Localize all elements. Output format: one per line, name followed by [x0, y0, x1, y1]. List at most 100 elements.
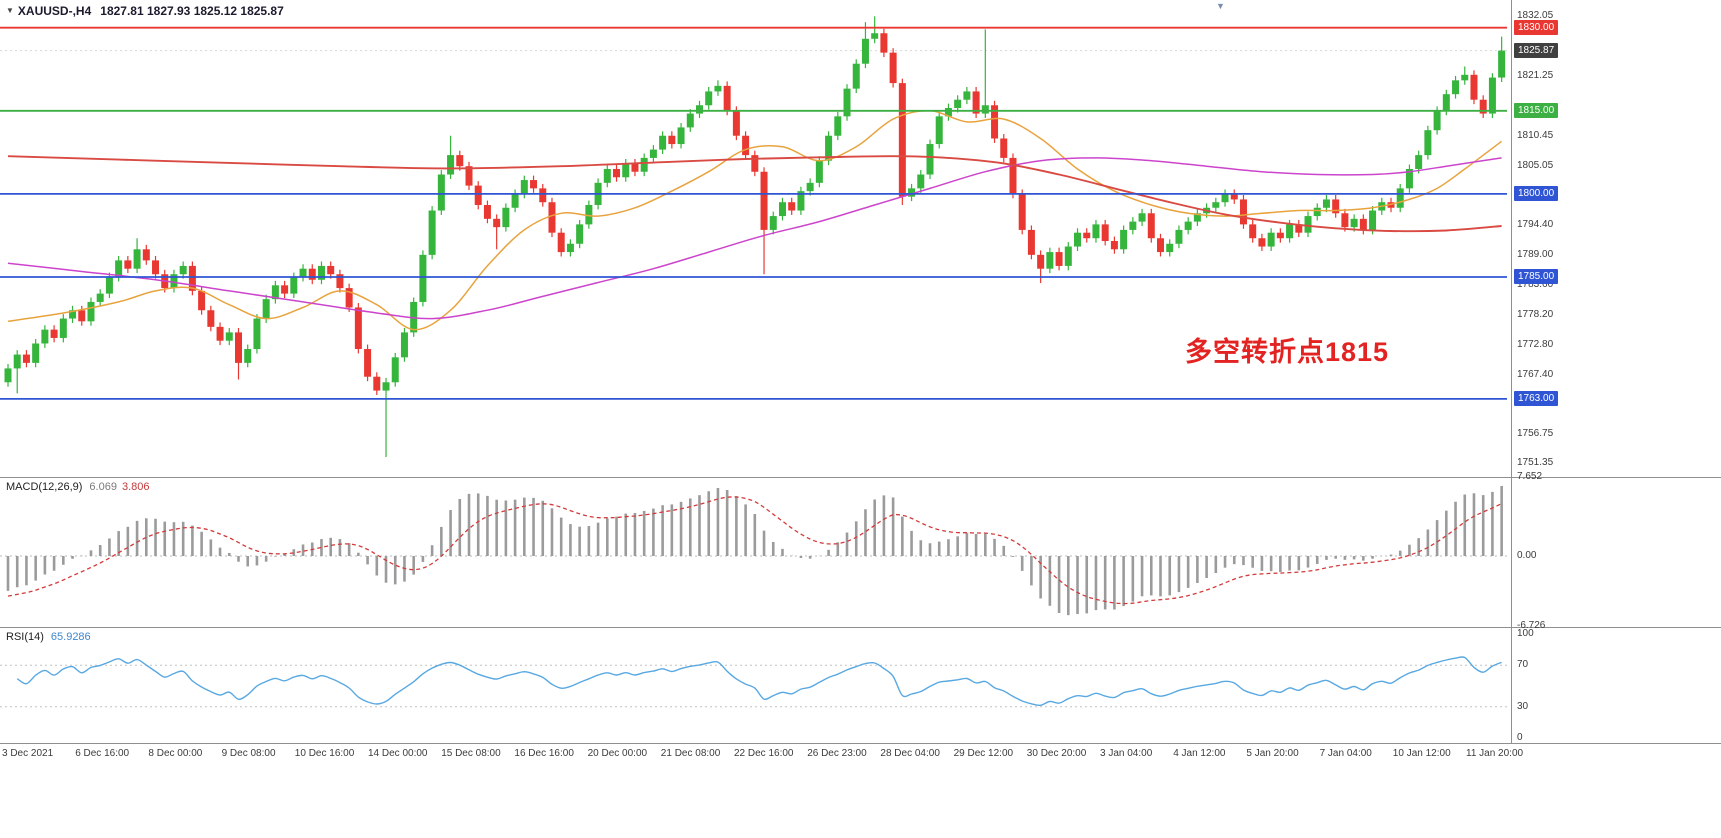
candle-body — [244, 349, 252, 363]
candle-body — [1018, 193, 1026, 230]
candle-body — [723, 85, 731, 111]
candle-body — [188, 265, 196, 291]
candle-body — [640, 157, 648, 172]
candle-body — [788, 202, 796, 211]
macd-axis-label: 0.00 — [1517, 550, 1537, 561]
time-tick-label: 8 Dec 00:00 — [148, 748, 203, 759]
candle-body — [557, 232, 565, 253]
candle-body — [1442, 94, 1450, 111]
candle-body — [1212, 202, 1220, 208]
candle-body — [631, 163, 639, 172]
candle-body — [732, 110, 740, 136]
candle-body — [382, 382, 390, 391]
candle-body — [419, 254, 427, 302]
candle-body — [1332, 199, 1340, 214]
price-tick: 1778.20 — [1517, 308, 1554, 320]
candle-body — [235, 332, 242, 363]
time-tick-label: 6 Dec 16:00 — [75, 748, 130, 759]
candle-body — [1101, 224, 1109, 241]
candle-body — [483, 204, 491, 219]
candle-body — [1129, 221, 1137, 230]
chart-title: ▼ XAUUSD-,H4 1827.81 1827.93 1825.12 1825.… — [6, 4, 284, 18]
price-badge: 1763.00 — [1514, 390, 1559, 406]
candle-body — [880, 33, 888, 53]
candle-body — [1286, 224, 1294, 239]
symbol-timeframe-label: XAUUSD-,H4 — [17, 4, 92, 18]
candle-body — [1009, 157, 1017, 194]
candle-body — [4, 368, 12, 383]
candle-body — [437, 174, 445, 211]
macd-main-value: 6.069 — [89, 481, 117, 493]
candle-body — [622, 163, 630, 178]
ma-fast-line — [7, 110, 1503, 331]
candle-body — [944, 108, 952, 117]
candle-body — [87, 301, 95, 322]
candle-body — [50, 329, 58, 338]
time-tick-label: 26 Dec 23:00 — [807, 748, 867, 759]
candle-body — [511, 193, 519, 208]
candle-body — [696, 105, 703, 114]
candle-body — [69, 310, 77, 319]
time-tick-label: 16 Dec 16:00 — [514, 748, 574, 759]
candle-body — [852, 63, 860, 89]
annotation-text[interactable]: 多空转折点1815 — [1185, 337, 1390, 367]
candle-body — [815, 160, 823, 183]
macd-histogram — [6, 486, 1503, 616]
macd-signal-value: 3.806 — [121, 481, 150, 493]
candle-body — [32, 343, 40, 363]
price-tick: 1783.60 — [1517, 278, 1554, 290]
price-tick: 1767.40 — [1517, 368, 1554, 380]
candle-body — [327, 265, 335, 275]
price-tick: 1789.00 — [1517, 248, 1554, 260]
candle-body — [1498, 50, 1506, 78]
candle-body — [428, 210, 436, 255]
candle-body — [566, 243, 574, 253]
ma-mid-line — [7, 157, 1502, 320]
candle-body — [465, 166, 473, 186]
candle-body — [1230, 193, 1238, 200]
candle-body — [253, 318, 261, 350]
candle-body — [179, 265, 187, 275]
candle-body — [834, 116, 842, 136]
candle-body — [1369, 210, 1377, 230]
price-badge: 1830.00 — [1514, 19, 1559, 35]
price-badge: 1815.00 — [1514, 102, 1559, 118]
candle-body — [1083, 232, 1091, 239]
candle-body — [115, 260, 123, 278]
candle-body — [778, 202, 786, 217]
price-tick: 1805.05 — [1517, 159, 1554, 171]
candle-body — [677, 127, 685, 145]
price-axis[interactable]: 1832.05 1821.25 1810.45 1805.05 1794.40 1789.… — [1512, 0, 1721, 764]
candle-body — [1000, 138, 1008, 158]
candle-body — [281, 285, 289, 294]
macd-axis-label: -6.726 — [1517, 619, 1546, 631]
candle-body — [290, 277, 298, 294]
candle-body — [391, 357, 399, 383]
candles — [4, 16, 1506, 458]
candle-body — [142, 249, 150, 261]
candle-body — [1470, 74, 1478, 100]
candle-body — [1147, 213, 1155, 239]
symbol-dropdown-icon[interactable]: ▼ — [6, 6, 14, 15]
time-axis[interactable]: 3 Dec 2021 6 Dec 16:00 8 Dec 00:00 9 Dec 08… — [0, 744, 1721, 766]
candle-body — [1461, 74, 1469, 81]
price-tick: 1794.40 — [1517, 218, 1554, 230]
candle-body — [354, 307, 362, 350]
candle-body — [152, 260, 160, 275]
candle-body — [963, 91, 971, 100]
candle-body — [908, 188, 916, 197]
time-tick-label: 14 Dec 00:00 — [368, 748, 428, 759]
candle-body — [1055, 252, 1063, 266]
candle-body — [1175, 229, 1183, 244]
candle-body — [299, 268, 307, 278]
candle-body — [133, 249, 141, 269]
candle-body — [1138, 213, 1146, 222]
price-tick: 1810.45 — [1517, 130, 1554, 141]
chart-shift-marker-icon[interactable]: ▼ — [1216, 1, 1225, 11]
candle-body — [1239, 199, 1247, 225]
candle-body — [686, 113, 694, 128]
candle-body — [603, 168, 611, 183]
candle-body — [262, 299, 270, 319]
candle-body — [225, 332, 233, 341]
